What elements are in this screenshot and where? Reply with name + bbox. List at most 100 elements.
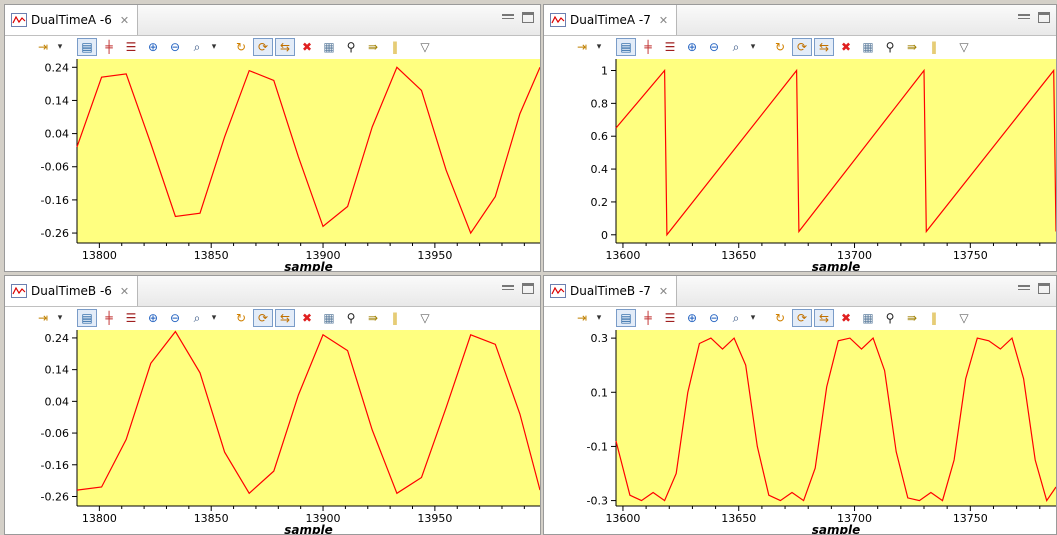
stack-icon[interactable]: ☰ xyxy=(664,311,676,325)
hold-icon[interactable]: ⟳ xyxy=(253,38,273,56)
dropdown-arrow-icon[interactable]: ▾ xyxy=(596,41,602,52)
dropdown-arrow-icon[interactable]: ▾ xyxy=(211,41,217,52)
find-icon[interactable]: ⚲ xyxy=(885,40,895,54)
zoom-in-icon[interactable]: ⊕ xyxy=(686,40,698,54)
hold-icon[interactable]: ⟳ xyxy=(253,309,273,327)
maximize-icon[interactable] xyxy=(522,12,534,23)
pause-icon[interactable]: ‖ xyxy=(392,40,398,54)
y-tick-label: 0.8 xyxy=(591,97,609,110)
maximize-icon[interactable] xyxy=(522,283,534,294)
close-icon[interactable]: ✕ xyxy=(658,13,669,27)
properties-icon[interactable]: ▦ xyxy=(862,311,874,325)
find-icon[interactable]: ⚲ xyxy=(346,311,356,325)
marker-icon[interactable]: ⇥ xyxy=(37,40,49,54)
minimize-icon[interactable] xyxy=(1018,14,1030,19)
dropdown-arrow-icon[interactable]: ▾ xyxy=(57,41,63,52)
stack-icon[interactable]: ☰ xyxy=(125,311,137,325)
stack-icon[interactable]: ☰ xyxy=(125,40,137,54)
toolbar-separator xyxy=(67,38,75,56)
zoom-fit-icon[interactable]: ⌕ xyxy=(193,40,201,54)
refresh-icon[interactable]: ↻ xyxy=(774,311,786,325)
x-tick-label: 13600 xyxy=(605,249,640,262)
refresh-icon[interactable]: ↻ xyxy=(235,40,247,54)
close-icon[interactable]: ✕ xyxy=(658,284,669,298)
maximize-icon[interactable] xyxy=(1038,12,1050,23)
export-icon[interactable]: ⇛ xyxy=(367,311,379,325)
delete-icon[interactable]: ✖ xyxy=(840,311,852,325)
layout-icon[interactable]: ▤ xyxy=(77,309,97,327)
export-icon[interactable]: ⇛ xyxy=(906,40,918,54)
properties-icon[interactable]: ▦ xyxy=(323,40,335,54)
view-menu-icon[interactable]: ▽ xyxy=(959,40,969,54)
stack-icon[interactable]: ☰ xyxy=(664,40,676,54)
chart-view-icon xyxy=(11,13,27,27)
close-icon[interactable]: ✕ xyxy=(119,284,130,298)
marker-icon[interactable]: ⇥ xyxy=(576,311,588,325)
tab-dualtime-b7[interactable]: DualTimeB -7 ✕ xyxy=(544,276,678,306)
zoom-in-icon[interactable]: ⊕ xyxy=(147,311,159,325)
series-line xyxy=(615,68,1056,237)
sync-icon[interactable]: ⇆ xyxy=(814,309,834,327)
y-tick-label: 0.6 xyxy=(591,130,609,143)
sync-icon[interactable]: ⇆ xyxy=(814,38,834,56)
tab-dualtime-a6[interactable]: DualTimeA -6 ✕ xyxy=(5,5,139,35)
zoom-fit-icon[interactable]: ⌕ xyxy=(732,40,740,54)
delete-icon[interactable]: ✖ xyxy=(301,40,313,54)
marker-icon[interactable]: ⇥ xyxy=(37,311,49,325)
center-icon[interactable]: ╪ xyxy=(644,40,652,54)
hold-icon[interactable]: ⟳ xyxy=(792,309,812,327)
zoom-fit-icon[interactable]: ⌕ xyxy=(732,311,740,325)
dropdown-arrow-icon[interactable]: ▾ xyxy=(596,312,602,323)
zoom-out-icon[interactable]: ⊖ xyxy=(708,40,720,54)
tab-bar: DualTimeA -7 ✕ xyxy=(544,5,1056,36)
zoom-out-icon[interactable]: ⊖ xyxy=(169,311,181,325)
delete-icon[interactable]: ✖ xyxy=(301,311,313,325)
properties-icon[interactable]: ▦ xyxy=(862,40,874,54)
layout-icon[interactable]: ▤ xyxy=(616,309,636,327)
maximize-icon[interactable] xyxy=(1038,283,1050,294)
tab-dualtime-a7[interactable]: DualTimeA -7 ✕ xyxy=(544,5,678,35)
minimize-icon[interactable] xyxy=(1018,285,1030,290)
zoom-out-icon[interactable]: ⊖ xyxy=(169,40,181,54)
dropdown-arrow-icon[interactable]: ▾ xyxy=(750,312,756,323)
panel-dualtime-a7: DualTimeA -7 ✕ ⇥ ▾ ▤ ╪ ☰ ⊕ ⊖ ⌕ ▾ ↻ ⟳ ⇆ ✖ ▦ ⚲ ⇛ ‖ ▽ 1 0.8 0.… xyxy=(543,4,1057,272)
close-icon[interactable]: ✕ xyxy=(119,13,130,27)
zoom-in-icon[interactable]: ⊕ xyxy=(686,311,698,325)
dropdown-arrow-icon[interactable]: ▾ xyxy=(750,41,756,52)
tab-dualtime-b6[interactable]: DualTimeB -6 ✕ xyxy=(5,276,139,306)
minimize-icon[interactable] xyxy=(502,14,514,19)
y-tick-label: 0 xyxy=(601,229,608,242)
find-icon[interactable]: ⚲ xyxy=(346,40,356,54)
refresh-icon[interactable]: ↻ xyxy=(774,40,786,54)
refresh-icon[interactable]: ↻ xyxy=(235,311,247,325)
zoom-out-icon[interactable]: ⊖ xyxy=(708,311,720,325)
layout-icon[interactable]: ▤ xyxy=(616,38,636,56)
sync-icon[interactable]: ⇆ xyxy=(275,309,295,327)
export-icon[interactable]: ⇛ xyxy=(906,311,918,325)
dropdown-arrow-icon[interactable]: ▾ xyxy=(211,312,217,323)
view-menu-icon[interactable]: ▽ xyxy=(420,40,430,54)
hold-icon[interactable]: ⟳ xyxy=(792,38,812,56)
center-icon[interactable]: ╪ xyxy=(644,311,652,325)
pause-icon[interactable]: ‖ xyxy=(392,311,398,325)
zoom-fit-icon[interactable]: ⌕ xyxy=(193,311,201,325)
view-menu-icon[interactable]: ▽ xyxy=(420,311,430,325)
view-menu-icon[interactable]: ▽ xyxy=(959,311,969,325)
sync-icon[interactable]: ⇆ xyxy=(275,38,295,56)
delete-icon[interactable]: ✖ xyxy=(840,40,852,54)
layout-icon[interactable]: ▤ xyxy=(77,38,97,56)
y-tick-label: 0.4 xyxy=(591,163,609,176)
properties-icon[interactable]: ▦ xyxy=(323,311,335,325)
zoom-in-icon[interactable]: ⊕ xyxy=(147,40,159,54)
toolbar-separator xyxy=(606,309,614,327)
pause-icon[interactable]: ‖ xyxy=(931,311,937,325)
export-icon[interactable]: ⇛ xyxy=(367,40,379,54)
marker-icon[interactable]: ⇥ xyxy=(576,40,588,54)
minimize-icon[interactable] xyxy=(502,285,514,290)
tab-bar: DualTimeA -6 ✕ xyxy=(5,5,540,36)
center-icon[interactable]: ╪ xyxy=(105,311,113,325)
dropdown-arrow-icon[interactable]: ▾ xyxy=(57,312,63,323)
center-icon[interactable]: ╪ xyxy=(105,40,113,54)
find-icon[interactable]: ⚲ xyxy=(885,311,895,325)
pause-icon[interactable]: ‖ xyxy=(931,40,937,54)
